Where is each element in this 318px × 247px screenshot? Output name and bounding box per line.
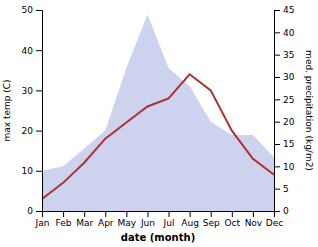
- tick-mark: [63, 211, 64, 217]
- tick: 10: [274, 162, 295, 172]
- tick-label: 5: [283, 184, 289, 194]
- tick-label: Dec: [266, 218, 283, 228]
- tick: Nov: [245, 211, 263, 228]
- tick-label: 10: [283, 162, 295, 172]
- tick-label: 40: [22, 46, 34, 56]
- y-axis-title: max temp (C): [2, 79, 12, 141]
- axis-line: [43, 212, 275, 218]
- tick-mark: [274, 144, 280, 145]
- tick: 0: [27, 206, 42, 216]
- tick: 25: [274, 95, 294, 105]
- x-axis-title: date (month): [121, 232, 195, 243]
- tick: Jan: [35, 211, 50, 228]
- tick: Jun: [140, 211, 155, 228]
- tick-mark: [36, 171, 42, 172]
- axis-line: [36, 11, 43, 212]
- tick-label: May: [118, 218, 137, 228]
- chart: JanFebMarAprMayJunJulAugSepOctNovDec0102…: [0, 0, 318, 247]
- tick-mark: [274, 32, 280, 33]
- tick: 5: [274, 184, 289, 194]
- tick-label: Jul: [163, 218, 175, 228]
- tick: 30: [274, 72, 295, 82]
- tick-label: 50: [22, 5, 34, 15]
- tick-mark: [274, 77, 280, 78]
- y2-axis: 0 5 10 15 20 25 30 35 40 45: [274, 5, 295, 216]
- tick-mark: [36, 10, 42, 11]
- tick: 15: [274, 139, 294, 149]
- tick-label: Mar: [76, 218, 93, 228]
- tick: 50: [22, 5, 42, 15]
- tick: May: [118, 211, 137, 228]
- tick: 30: [22, 86, 42, 96]
- tick-mark: [274, 55, 280, 56]
- tick: Aug: [181, 211, 199, 228]
- tick-mark: [274, 10, 280, 11]
- tick-label: Aug: [181, 218, 199, 228]
- tick-mark: [274, 99, 280, 100]
- tick: Feb: [56, 211, 72, 228]
- axis-line: [275, 11, 281, 212]
- plot: JanFebMarAprMayJunJulAugSepOctNovDec0102…: [2, 5, 314, 243]
- tick-mark: [274, 211, 280, 212]
- tick-label: Jan: [35, 218, 50, 228]
- tick-label: Apr: [98, 218, 114, 228]
- tick-mark: [36, 131, 42, 132]
- area: [42, 14, 274, 211]
- tick-label: 25: [283, 95, 294, 105]
- tick-label: 0: [27, 206, 33, 216]
- tick-mark: [274, 122, 280, 123]
- tick: Mar: [76, 211, 93, 228]
- tick: Oct: [225, 211, 241, 228]
- y-axis: 0 10 20 30 40 50: [22, 5, 43, 216]
- tick-label: Feb: [56, 218, 72, 228]
- tick-mark: [232, 211, 233, 217]
- tick-mark: [126, 211, 127, 217]
- tick-mark: [169, 211, 170, 217]
- tick-label: Sep: [203, 218, 220, 228]
- tick-label: 10: [22, 166, 34, 176]
- tick: Apr: [98, 211, 114, 228]
- tick-mark: [105, 211, 106, 217]
- tick-label: Jun: [140, 218, 155, 228]
- tick: 20: [22, 126, 42, 136]
- x-axis: Jan Feb Mar Apr MayJun Jul Aug Sep Oct NovDec: [35, 211, 284, 228]
- tick-mark: [211, 211, 212, 217]
- tick: Jul: [163, 211, 175, 228]
- tick-label: 20: [22, 126, 34, 136]
- tick-mark: [147, 211, 148, 217]
- tick-mark: [36, 211, 42, 212]
- tick-label: 45: [283, 5, 294, 15]
- tick-mark: [253, 211, 254, 217]
- marks: [42, 14, 274, 211]
- tick-label: 20: [283, 117, 295, 127]
- tick: 0: [274, 206, 289, 216]
- tick-label: Nov: [245, 218, 263, 228]
- tick-label: 15: [283, 139, 294, 149]
- tick-label: 30: [22, 86, 34, 96]
- tick: 10: [22, 166, 42, 176]
- tick-mark: [274, 189, 280, 190]
- tick-label: 0: [283, 206, 289, 216]
- tick: 20: [274, 117, 295, 127]
- line: [42, 74, 274, 199]
- tick-label: 40: [283, 28, 295, 38]
- tick-mark: [190, 211, 191, 217]
- tick-mark: [36, 90, 42, 91]
- tick-label: 30: [283, 72, 295, 82]
- tick: Sep: [203, 211, 220, 228]
- tick-label: 35: [283, 50, 294, 60]
- tick: 35: [274, 50, 294, 60]
- tick-label: Oct: [225, 218, 241, 228]
- y2-axis-title: med. precipitation (kg/m2): [304, 50, 314, 171]
- tick: 40: [22, 46, 42, 56]
- tick: 45: [274, 5, 294, 15]
- tick-mark: [84, 211, 85, 217]
- tick-mark: [36, 50, 42, 51]
- tick: Dec: [266, 211, 283, 228]
- tick: 40: [274, 28, 295, 38]
- tick-mark: [274, 166, 280, 167]
